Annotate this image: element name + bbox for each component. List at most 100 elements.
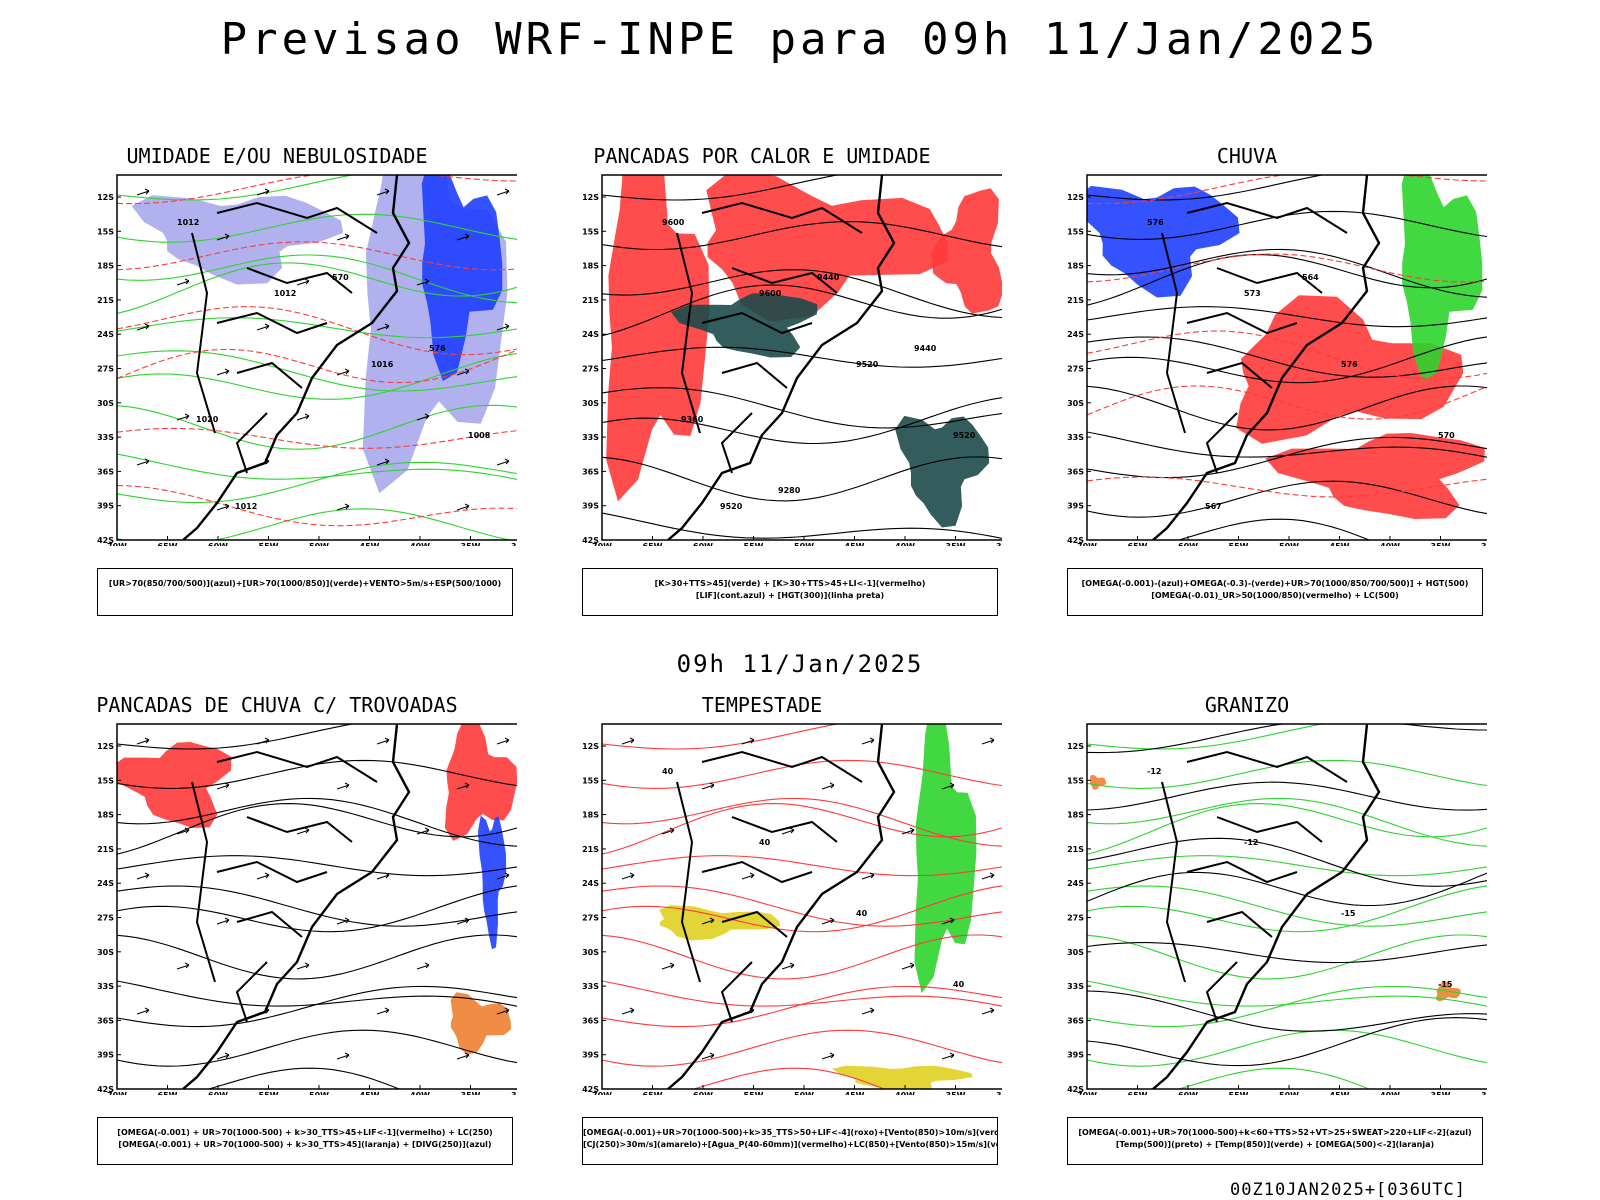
lon-tick-label: 35W [946, 542, 966, 546]
wind-vector [296, 962, 310, 970]
lat-tick-label: 33S [97, 433, 114, 442]
lon-tick-label: 70W [592, 1091, 612, 1095]
contour-line [117, 350, 517, 392]
lon-tick-label: 30W [511, 1091, 517, 1095]
contour-line [117, 934, 517, 980]
contour-line [117, 241, 517, 271]
contour-line [1087, 759, 1487, 789]
map-frame [1086, 174, 1487, 541]
wind-vector [661, 827, 675, 835]
contour-line [602, 980, 1002, 1007]
mid-date: 09h 11/Jan/2025 [676, 650, 924, 678]
wind-vector [456, 782, 470, 790]
contour-line [117, 724, 355, 750]
lat-tick-label: 15S [582, 776, 599, 785]
contour-line [117, 348, 517, 384]
field-area [931, 188, 1002, 314]
lat-tick-label: 36S [97, 1016, 114, 1025]
wind-vector [741, 872, 755, 880]
lon-tick-label: 65W [158, 542, 178, 546]
lat-tick-label: 42S [97, 536, 114, 545]
lon-tick-label: 60W [1178, 1091, 1198, 1095]
state-border [216, 311, 328, 335]
state-border [236, 910, 303, 938]
contour-label: 564 [1302, 273, 1319, 282]
lat-tick-label: 30S [582, 948, 599, 957]
lat-tick-label: 12S [582, 742, 599, 751]
wind-vector [376, 323, 390, 331]
state-border [191, 232, 216, 434]
lat-tick-label: 12S [97, 193, 114, 202]
state-border [191, 781, 216, 983]
wind-vector [216, 503, 230, 511]
lon-tick-label: 65W [643, 1091, 663, 1095]
lon-tick-label: 65W [643, 542, 663, 546]
lon-tick-label: 30W [511, 542, 517, 546]
lon-tick-label: 40W [895, 1091, 915, 1095]
legend-line: [LIF](cont.azul) + [HGT(300)](linha pret… [695, 591, 885, 600]
run-timestamp: 00Z10JAN2025+[036UTC] [1230, 1180, 1466, 1200]
wind-vector [336, 233, 350, 241]
state-border [701, 311, 813, 335]
contour-label: 40 [953, 980, 965, 989]
contour-line [117, 175, 517, 205]
lat-tick-label: 27S [97, 914, 114, 923]
lon-tick-label: 70W [1077, 1091, 1097, 1095]
contour-line [117, 797, 517, 847]
contour-label: 9360 [681, 415, 704, 424]
wind-vector [496, 188, 510, 196]
lon-tick-label: 55W [259, 542, 279, 546]
wind-vector [136, 872, 150, 880]
wind-vector [216, 368, 230, 376]
contour-line [1087, 724, 1487, 754]
state-border [721, 361, 788, 389]
wind-vector [456, 368, 470, 376]
wind-vector [136, 1007, 150, 1015]
lon-tick-label: 60W [693, 1091, 713, 1095]
lon-tick-label: 45W [360, 542, 380, 546]
panel-title: CHUVA [1216, 144, 1278, 168]
contour-line [117, 254, 517, 304]
wind-vector [216, 782, 230, 790]
state-border [731, 267, 838, 294]
lat-tick-label: 30S [1067, 399, 1084, 408]
contour-label: 9520 [953, 431, 976, 440]
lat-tick-label: 33S [582, 433, 599, 442]
contour-line [117, 803, 517, 855]
contour-label: 573 [1244, 289, 1261, 298]
contour-label: 40 [662, 767, 674, 776]
wind-vector [376, 872, 390, 880]
lat-tick-label: 27S [1067, 365, 1084, 374]
lat-tick-label: 39S [1067, 1051, 1084, 1060]
contour-label: 40 [856, 909, 868, 918]
wind-vector [496, 1007, 510, 1015]
state-border [216, 750, 378, 783]
wind-vector [861, 872, 875, 880]
field-area [131, 195, 344, 285]
lat-tick-label: 15S [582, 227, 599, 236]
state-border [1205, 961, 1238, 1023]
map-content: 9600 9600 9520 9520 9520 9440 9440 9360 9280 [602, 175, 1002, 540]
lon-tick-label: 30W [1481, 542, 1487, 546]
contour-line [1087, 336, 1487, 384]
field-area [117, 742, 232, 828]
main-title: Previsao WRF-INPE para 09h 11/Jan/2025 [220, 14, 1380, 65]
lat-tick-label: 12S [582, 193, 599, 202]
lat-tick-label: 42S [582, 536, 599, 545]
lat-tick-label: 30S [97, 399, 114, 408]
lat-tick-label: 24S [1067, 879, 1084, 888]
wind-vector [416, 962, 430, 970]
state-border [701, 750, 863, 783]
wind-vector [376, 188, 390, 196]
lon-tick-label: 55W [259, 1091, 279, 1095]
contour-line [1087, 797, 1487, 847]
state-border [1186, 860, 1298, 884]
contour-label: -12 [1147, 767, 1161, 776]
lat-tick-label: 24S [97, 330, 114, 339]
wind-vector [216, 917, 230, 925]
field-area [831, 1065, 973, 1089]
lat-tick-label: 18S [582, 262, 599, 271]
lat-tick-label: 33S [582, 982, 599, 991]
contour-line [117, 980, 517, 1007]
field-area [1090, 774, 1107, 790]
